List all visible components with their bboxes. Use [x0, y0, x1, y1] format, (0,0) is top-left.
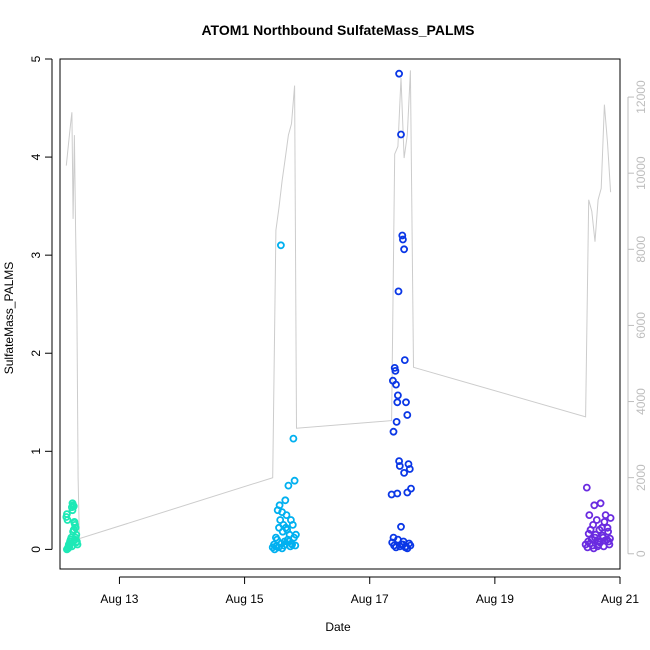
- data-point: [584, 529, 593, 538]
- data-point: [290, 476, 299, 485]
- altitude-line: [65, 70, 612, 540]
- data-points: [62, 69, 615, 554]
- data-point: [70, 519, 79, 527]
- data-point: [585, 511, 594, 519]
- data-point: [400, 468, 409, 477]
- data-point: [281, 523, 290, 532]
- data-point: [599, 542, 608, 551]
- data-point: [68, 506, 77, 515]
- data-point: [393, 489, 402, 498]
- data-point: [398, 231, 407, 240]
- x-tick-label: Aug 15: [226, 592, 264, 606]
- y-tick-label: 1: [29, 448, 43, 455]
- data-point: [271, 533, 280, 542]
- data-point: [392, 380, 400, 389]
- y-axis-label: SulfateMass_PALMS: [2, 262, 16, 375]
- y-tick-label: 4: [29, 153, 43, 160]
- plot-frame: [59, 58, 621, 570]
- y-tick-label: 3: [29, 251, 43, 258]
- data-point: [589, 521, 597, 529]
- data-point: [393, 391, 402, 400]
- y2-tick-label: 2000: [634, 464, 648, 491]
- x-axis-label: Date: [325, 620, 351, 634]
- data-point: [405, 465, 414, 473]
- data-point: [400, 245, 409, 254]
- data-point: [402, 398, 410, 407]
- y2-tick-label: 12000: [634, 80, 648, 114]
- data-point: [397, 130, 405, 139]
- data-point: [65, 542, 74, 551]
- altitude-trace: [65, 70, 612, 540]
- data-point: [591, 533, 599, 542]
- data-point: [590, 501, 599, 510]
- data-point: [403, 488, 412, 497]
- x-tick-label: Aug 21: [601, 592, 639, 606]
- data-point: [290, 533, 298, 542]
- y-axis: 0 1 2 3 4 5: [29, 55, 53, 553]
- y2-tick-label: 4000: [634, 388, 648, 415]
- data-point: [582, 483, 591, 492]
- data-point: [391, 366, 400, 375]
- data-point: [270, 545, 279, 554]
- data-point: [400, 356, 409, 365]
- x-tick-label: Aug 17: [351, 592, 389, 606]
- secondary-y-axis: 0 2000 4000 6000 8000 10000 12000: [627, 80, 648, 557]
- data-point: [406, 541, 415, 550]
- data-point: [592, 516, 601, 524]
- data-point: [63, 516, 72, 524]
- x-axis: Aug 13 Aug 15 Aug 17 Aug 19 Aug 21: [100, 576, 639, 606]
- data-point: [606, 514, 615, 522]
- x-tick-label: Aug 13: [100, 592, 138, 606]
- data-point: [395, 462, 404, 470]
- y2-tick-label: 8000: [634, 236, 648, 263]
- data-point: [291, 541, 300, 550]
- data-point: [397, 522, 405, 531]
- data-point: [394, 287, 403, 296]
- data-point: [398, 235, 407, 244]
- data-point: [289, 434, 298, 443]
- data-point: [393, 398, 402, 407]
- data-point: [278, 544, 287, 553]
- data-point: [600, 518, 609, 526]
- y2-tick-label: 6000: [634, 312, 648, 339]
- data-point: [389, 533, 398, 542]
- data-point: [596, 499, 605, 508]
- data-point: [589, 544, 598, 553]
- data-point: [402, 542, 410, 551]
- y-tick-label: 0: [29, 546, 43, 553]
- data-point: [274, 543, 283, 552]
- chart-title: ATOM1 Northbound SulfateMass_PALMS: [201, 22, 474, 38]
- data-point: [604, 537, 613, 546]
- data-point: [403, 411, 412, 419]
- data-point: [276, 241, 285, 250]
- data-point: [72, 538, 81, 547]
- data-point: [275, 501, 284, 510]
- data-point: [69, 502, 78, 511]
- data-point: [282, 511, 291, 519]
- data-point: [603, 523, 612, 532]
- data-point: [389, 427, 398, 436]
- y-tick-label: 2: [29, 350, 43, 357]
- data-point: [281, 496, 290, 505]
- data-point: [604, 527, 612, 536]
- y2-tick-label: 0: [634, 550, 648, 557]
- y2-tick-label: 10000: [634, 156, 648, 190]
- data-point: [288, 521, 297, 529]
- data-point: [392, 417, 401, 426]
- data-point: [395, 69, 404, 78]
- x-tick-label: Aug 19: [476, 592, 514, 606]
- data-point: [284, 481, 293, 490]
- y-tick-label: 5: [29, 55, 43, 62]
- data-point: [395, 457, 404, 466]
